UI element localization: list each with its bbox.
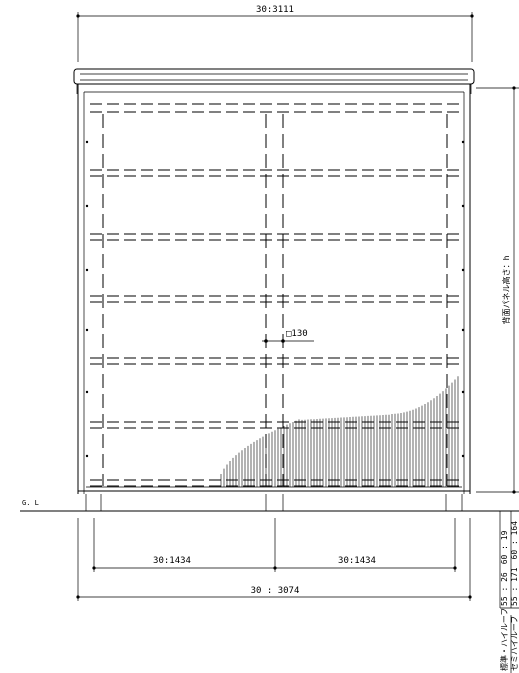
bottom-total-label: 30 : 3074 bbox=[251, 586, 300, 596]
ground: G. L bbox=[20, 494, 519, 512]
bottom-left-label: 30:1434 bbox=[153, 556, 191, 566]
note-col2: 55 : 171 60 : 164 bbox=[510, 521, 519, 606]
panel-height-dimension: 背面パネル高さ：h bbox=[476, 86, 519, 494]
top-width-dimension: 30:3111 bbox=[76, 5, 474, 62]
back-panel-hatching bbox=[220, 376, 459, 487]
roof-gutter bbox=[73, 68, 475, 94]
panel-height-label: 背面パネル高さ：h bbox=[501, 255, 511, 324]
post-size-label: □130 bbox=[286, 329, 308, 339]
roof-type-legend: 標準・ハイルーフ セミハイルーフ bbox=[499, 608, 519, 673]
hidden-panel-rails bbox=[90, 103, 460, 487]
hidden-vertical-members bbox=[102, 114, 448, 486]
top-width-label: 30:3111 bbox=[256, 5, 294, 15]
legend-line1: 標準・ハイルーフ bbox=[499, 608, 509, 671]
fixing-dots-left bbox=[85, 140, 89, 458]
note-col1: 55 : 26 60 : 19 bbox=[500, 530, 509, 606]
frame bbox=[77, 84, 471, 494]
legend-line2: セミハイルーフ bbox=[510, 616, 519, 671]
post-size-callout: □130 bbox=[262, 329, 314, 343]
ground-line-label: G. L bbox=[22, 499, 39, 507]
bottom-dimensions: 30:1434 30:1434 30 : 3074 bbox=[76, 518, 472, 601]
bottom-right-label: 30:1434 bbox=[338, 556, 376, 566]
fixing-dots-right bbox=[461, 140, 465, 458]
right-notes: 55 : 26 60 : 19 55 : 171 60 : 164 bbox=[499, 511, 519, 609]
